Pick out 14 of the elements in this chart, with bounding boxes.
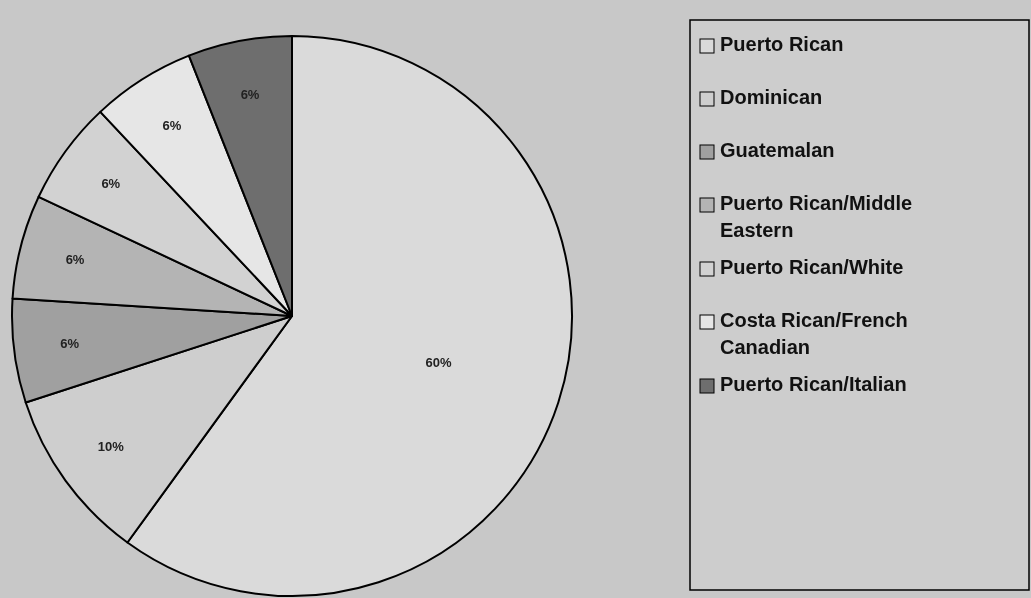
legend-label: Guatemalan — [720, 139, 835, 162]
legend-label: Puerto Rican — [720, 33, 844, 56]
data-label: 6% — [60, 335, 80, 351]
data-label: 6% — [101, 175, 121, 191]
legend-label: Puerto Rican/White — [720, 256, 904, 279]
data-label: 6% — [240, 87, 260, 103]
data-label: 6% — [65, 251, 85, 267]
legend-label: Puerto Rican/Italian — [720, 373, 907, 396]
legend-label: Costa Rican/French Canadian — [720, 309, 908, 359]
data-label: 10% — [97, 439, 125, 455]
legend-label: Dominican — [720, 86, 823, 109]
legend-label: Puerto Rican/Middle Eastern — [720, 192, 913, 242]
data-label: 6% — [162, 118, 182, 134]
data-label: 60% — [425, 355, 452, 371]
